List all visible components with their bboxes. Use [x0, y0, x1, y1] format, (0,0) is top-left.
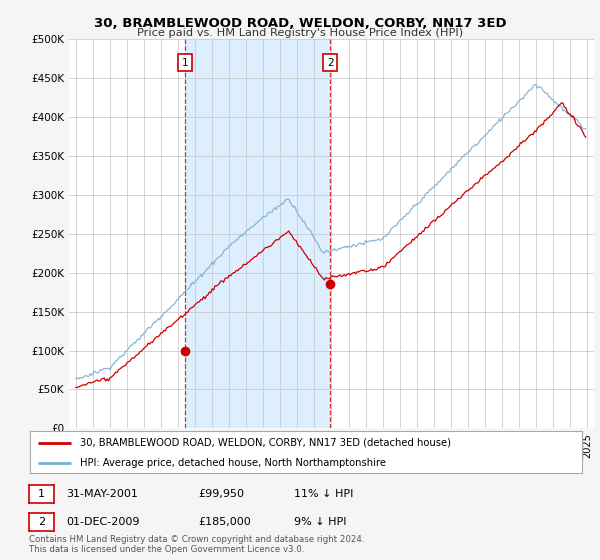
- Text: £185,000: £185,000: [198, 517, 251, 527]
- Text: 1: 1: [38, 489, 45, 499]
- Text: 01-DEC-2009: 01-DEC-2009: [66, 517, 139, 527]
- Text: Price paid vs. HM Land Registry's House Price Index (HPI): Price paid vs. HM Land Registry's House …: [137, 28, 463, 38]
- Text: 2: 2: [327, 58, 334, 68]
- Text: 2: 2: [38, 517, 45, 527]
- Text: HPI: Average price, detached house, North Northamptonshire: HPI: Average price, detached house, Nort…: [80, 458, 386, 468]
- Text: Contains HM Land Registry data © Crown copyright and database right 2024.: Contains HM Land Registry data © Crown c…: [29, 535, 364, 544]
- Text: 1: 1: [182, 58, 188, 68]
- Bar: [185, 39, 330, 428]
- Text: 9% ↓ HPI: 9% ↓ HPI: [294, 517, 347, 527]
- Text: 31-MAY-2001: 31-MAY-2001: [66, 489, 138, 499]
- Text: 30, BRAMBLEWOOD ROAD, WELDON, CORBY, NN17 3ED (detached house): 30, BRAMBLEWOOD ROAD, WELDON, CORBY, NN1…: [80, 437, 451, 447]
- Text: This data is licensed under the Open Government Licence v3.0.: This data is licensed under the Open Gov…: [29, 545, 304, 554]
- Text: 11% ↓ HPI: 11% ↓ HPI: [294, 489, 353, 499]
- Text: £99,950: £99,950: [198, 489, 244, 499]
- Text: 30, BRAMBLEWOOD ROAD, WELDON, CORBY, NN17 3ED: 30, BRAMBLEWOOD ROAD, WELDON, CORBY, NN1…: [94, 17, 506, 30]
